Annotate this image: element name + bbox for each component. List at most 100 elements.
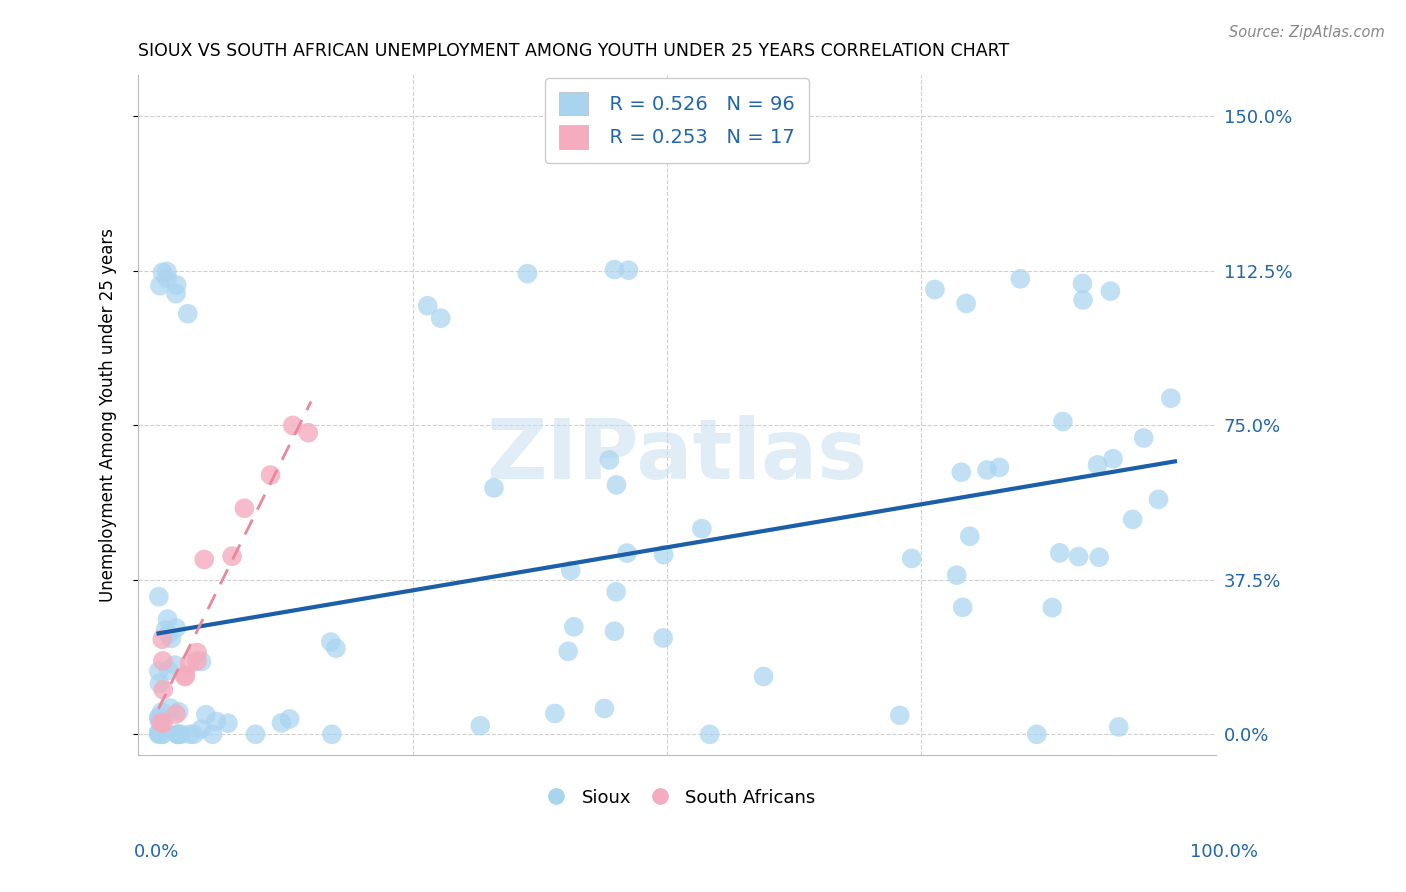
Point <box>1087 458 1109 472</box>
Point <box>179 657 201 671</box>
Point <box>148 676 170 690</box>
Point <box>429 311 451 326</box>
Point <box>150 727 173 741</box>
Point <box>165 286 187 301</box>
Point <box>156 612 179 626</box>
Point <box>1010 272 1032 286</box>
Point <box>416 299 439 313</box>
Point <box>167 727 190 741</box>
Point <box>148 590 170 604</box>
Point <box>605 478 627 492</box>
Point <box>1132 431 1154 445</box>
Point <box>1099 284 1122 298</box>
Y-axis label: Unemployment Among Youth under 25 years: Unemployment Among Youth under 25 years <box>100 228 117 602</box>
Point <box>325 641 347 656</box>
Point <box>148 725 170 739</box>
Point <box>174 670 197 684</box>
Point <box>217 716 239 731</box>
Point <box>950 465 973 479</box>
Point <box>1088 550 1111 565</box>
Point <box>959 529 981 543</box>
Point <box>166 727 188 741</box>
Point <box>148 712 170 726</box>
Point <box>560 564 582 578</box>
Point <box>544 706 567 721</box>
Point <box>179 727 201 741</box>
Point <box>1071 293 1094 307</box>
Point <box>924 283 946 297</box>
Point <box>157 627 180 641</box>
Point <box>617 263 640 277</box>
Point <box>150 715 173 730</box>
Point <box>167 727 190 741</box>
Point <box>221 549 243 564</box>
Point <box>150 632 173 647</box>
Text: 0.0%: 0.0% <box>134 843 179 861</box>
Point <box>557 644 579 658</box>
Point <box>598 453 620 467</box>
Point <box>152 716 174 731</box>
Point <box>165 621 187 635</box>
Point <box>319 635 342 649</box>
Point <box>593 701 616 715</box>
Point <box>1071 277 1094 291</box>
Point <box>190 722 212 736</box>
Point <box>245 727 267 741</box>
Point <box>470 719 492 733</box>
Point <box>183 727 205 741</box>
Point <box>152 654 174 668</box>
Point <box>167 705 190 719</box>
Point <box>516 267 538 281</box>
Point <box>605 584 627 599</box>
Point <box>652 548 675 562</box>
Point <box>321 727 343 741</box>
Legend: Sioux, South Africans: Sioux, South Africans <box>531 781 823 814</box>
Point <box>174 668 197 682</box>
Point <box>148 726 170 740</box>
Point <box>699 727 721 741</box>
Point <box>1122 512 1144 526</box>
Point <box>652 631 675 645</box>
Point <box>150 705 173 719</box>
Point <box>603 624 626 639</box>
Point <box>205 714 228 729</box>
Point <box>160 632 183 646</box>
Point <box>270 715 292 730</box>
Point <box>1052 415 1074 429</box>
Point <box>1108 720 1130 734</box>
Point <box>201 727 224 741</box>
Point <box>297 425 319 440</box>
Point <box>955 296 977 310</box>
Point <box>988 460 1011 475</box>
Point <box>1160 391 1182 405</box>
Text: ZIPatlas: ZIPatlas <box>486 416 868 496</box>
Point <box>159 701 181 715</box>
Point <box>186 646 208 660</box>
Text: SIOUX VS SOUTH AFRICAN UNEMPLOYMENT AMONG YOUTH UNDER 25 YEARS CORRELATION CHART: SIOUX VS SOUTH AFRICAN UNEMPLOYMENT AMON… <box>138 42 1010 60</box>
Point <box>170 727 193 741</box>
Point <box>752 669 775 683</box>
Point <box>166 277 188 292</box>
Point <box>233 501 256 516</box>
Point <box>190 655 212 669</box>
Point <box>156 264 179 278</box>
Point <box>186 654 208 668</box>
Point <box>193 552 215 566</box>
Point <box>281 418 304 433</box>
Point <box>1102 451 1125 466</box>
Point <box>149 278 172 293</box>
Text: 100.0%: 100.0% <box>1191 843 1258 861</box>
Point <box>900 551 922 566</box>
Point <box>1040 600 1063 615</box>
Point <box>616 546 638 560</box>
Point <box>177 307 200 321</box>
Point <box>690 522 713 536</box>
Point <box>156 271 179 285</box>
Point <box>1067 549 1090 564</box>
Point <box>157 664 180 678</box>
Point <box>150 727 173 741</box>
Point <box>562 620 585 634</box>
Point <box>155 623 177 637</box>
Point <box>603 262 626 277</box>
Point <box>976 463 998 477</box>
